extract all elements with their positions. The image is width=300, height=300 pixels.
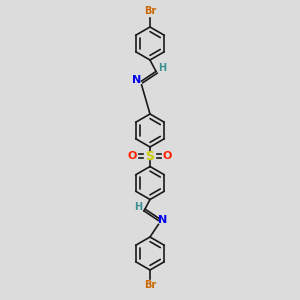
- Text: H: H: [134, 202, 142, 212]
- Text: Br: Br: [144, 7, 156, 16]
- Text: N: N: [133, 75, 142, 85]
- Text: O: O: [128, 151, 137, 161]
- Text: S: S: [146, 149, 154, 163]
- Text: N: N: [158, 215, 167, 225]
- Text: Br: Br: [144, 280, 156, 290]
- Text: H: H: [158, 63, 166, 73]
- Text: O: O: [163, 151, 172, 161]
